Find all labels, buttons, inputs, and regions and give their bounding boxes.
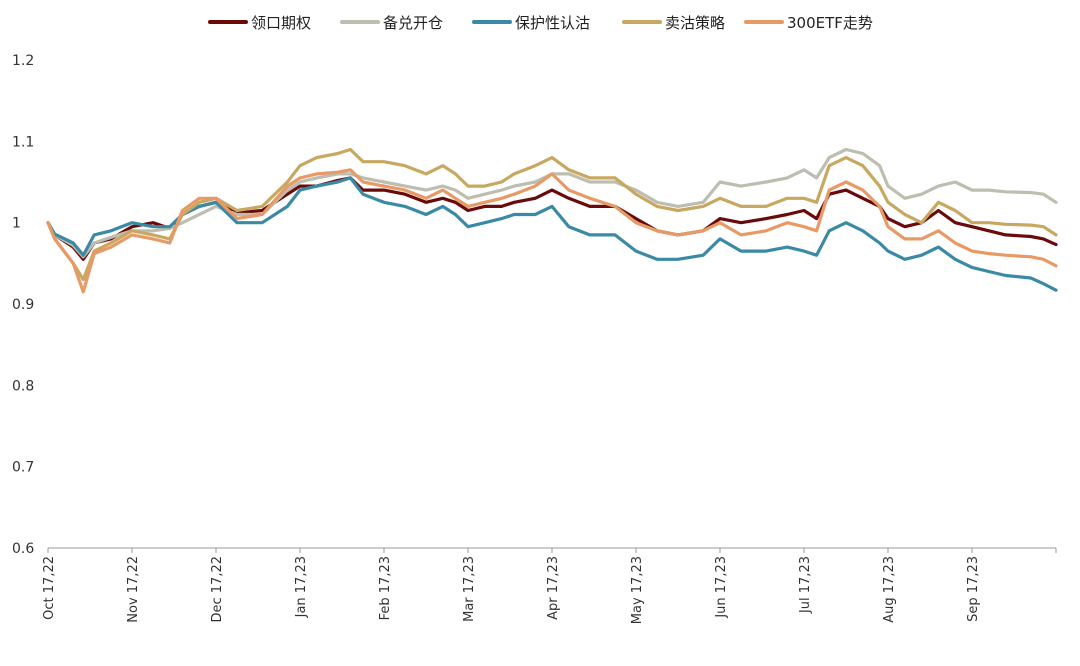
y-tick-label: 0.9 (12, 297, 34, 313)
y-tick-label: 1.1 (12, 134, 34, 150)
y-tick-label: 0.6 (12, 541, 34, 557)
legend-label-4: 300ETF走势 (787, 14, 873, 32)
x-tick-label: Apr 17,23 (546, 556, 561, 620)
x-tick-label: Jun 17,23 (714, 556, 729, 619)
x-axis: Oct 17,22 Nov 17,22 Dec 17,22 Jan 17,23 Feb … (42, 547, 1057, 624)
x-tick-label: May 17,23 (630, 556, 645, 624)
x-tick-label: Oct 17,22 (42, 556, 57, 620)
y-axis: 0.6 0.7 0.8 0.9 1 1.1 1.2 (12, 53, 34, 557)
series-line-2 (46, 176, 1058, 292)
series-line-4 (46, 168, 1058, 294)
x-tick-label: Jul 17,23 (798, 556, 813, 614)
x-tick-label: Nov 17,22 (126, 556, 141, 623)
y-tick-label: 1.2 (12, 53, 34, 69)
x-tick-label: Jan 17,23 (294, 556, 309, 618)
x-tick-label: Feb 17,23 (378, 556, 393, 620)
legend-label-2: 保护性认沽 (515, 14, 590, 32)
legend-label-1: 备兑开仓 (383, 14, 443, 32)
y-tick-label: 0.7 (12, 460, 34, 476)
y-tick-label: 1 (12, 216, 21, 232)
plot-area (46, 147, 1058, 294)
series-line-0 (46, 176, 1058, 261)
chart-legend: 领口期权 备兑开仓 保护性认沽 卖沽策略 300ETF走势 (208, 14, 873, 32)
y-tick-label: 0.8 (12, 378, 34, 394)
x-tick-label: Dec 17,22 (210, 556, 225, 623)
x-tick-label: Mar 17,23 (462, 556, 477, 622)
x-tick-label: Sep 17,23 (966, 556, 981, 622)
legend-label-3: 卖沽策略 (665, 14, 725, 32)
legend-label-0: 领口期权 (251, 14, 311, 32)
series-line-1 (46, 147, 1058, 259)
series-line-3 (46, 147, 1058, 282)
x-tick-label: Aug 17,23 (882, 556, 897, 623)
